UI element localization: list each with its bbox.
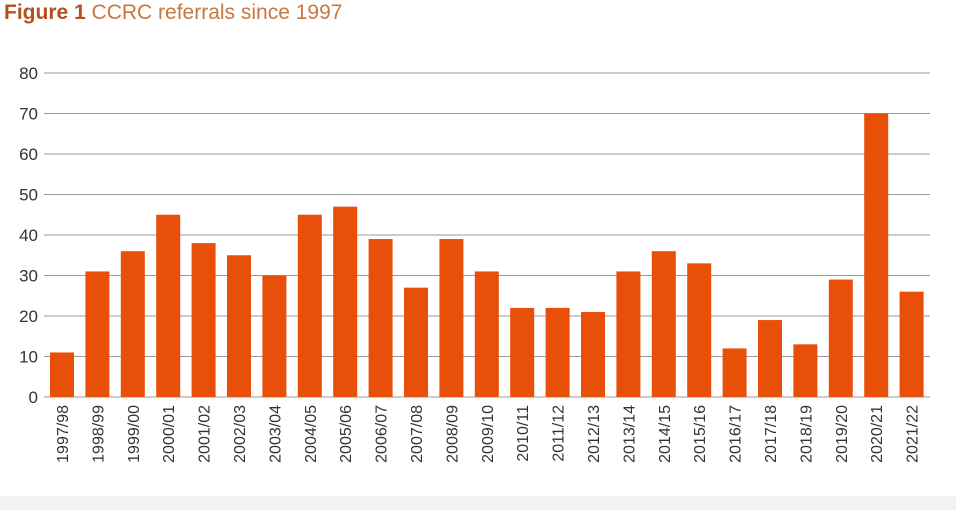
bar <box>793 344 818 397</box>
bar <box>368 239 393 397</box>
bar <box>722 348 747 397</box>
y-tick-label: 20 <box>19 307 38 326</box>
x-tick-label: 2009/10 <box>480 405 497 463</box>
y-tick-label: 80 <box>19 64 38 83</box>
x-tick-label: 2003/04 <box>267 405 284 463</box>
x-tick-label: 2000/01 <box>161 405 178 463</box>
x-tick-label: 2012/13 <box>586 405 603 463</box>
bar <box>85 271 110 397</box>
bar <box>50 352 74 397</box>
x-tick-label: 2015/16 <box>692 405 709 463</box>
x-tick-label: 2005/06 <box>338 405 355 463</box>
bar <box>651 251 676 397</box>
bar <box>227 255 251 397</box>
bar <box>191 243 216 397</box>
bar <box>758 320 782 397</box>
x-tick-label: 2014/15 <box>657 405 674 463</box>
x-tick-label: 1999/00 <box>126 405 143 463</box>
figure-caption: CCRC referrals since 1997 <box>91 1 343 24</box>
y-tick-label: 40 <box>19 226 38 245</box>
x-tick-label: 2004/05 <box>303 405 320 463</box>
x-tick-label: 2019/20 <box>834 405 851 463</box>
x-tick-label: 2002/03 <box>232 405 249 463</box>
bar <box>474 271 499 397</box>
bar <box>439 239 464 397</box>
x-tick-label: 1997/98 <box>55 405 72 463</box>
y-tick-label: 70 <box>19 105 38 124</box>
y-tick-label: 60 <box>19 145 38 164</box>
x-tick-label: 2011/12 <box>551 405 568 462</box>
bar <box>333 206 358 397</box>
x-tick-label: 2008/09 <box>444 405 461 463</box>
x-tick-label: 2001/02 <box>197 405 214 463</box>
bar <box>581 311 605 397</box>
figure-title: Figure 1 CCRC referrals since 1997 <box>4 1 342 25</box>
x-tick-label: 1998/99 <box>90 405 107 463</box>
bar <box>687 263 712 397</box>
x-tick-label: 2013/14 <box>621 405 638 463</box>
y-tick-label: 10 <box>19 348 38 367</box>
bar <box>899 291 924 397</box>
y-tick-label: 0 <box>29 388 38 407</box>
x-tick-label: 2007/08 <box>409 405 426 463</box>
bar <box>262 275 287 397</box>
bar <box>545 307 570 397</box>
bar <box>616 271 641 397</box>
bar <box>297 214 322 397</box>
figure-label: Figure 1 <box>4 1 86 24</box>
footer-strip <box>0 496 956 510</box>
x-tick-label: 2016/17 <box>728 405 745 463</box>
x-tick-label: 2018/19 <box>798 405 815 463</box>
x-tick-label: 2010/11 <box>515 405 532 462</box>
y-tick-label: 50 <box>19 186 38 205</box>
bar <box>404 287 428 397</box>
bar <box>828 279 853 397</box>
bar <box>120 251 145 397</box>
bar <box>156 214 181 397</box>
x-tick-label: 2017/18 <box>763 405 780 463</box>
bar <box>510 307 535 397</box>
y-tick-label: 30 <box>19 267 38 286</box>
x-tick-label: 2020/21 <box>869 405 886 463</box>
x-tick-label: 2006/07 <box>374 405 391 463</box>
bar <box>864 113 889 397</box>
x-tick-label: 2021/22 <box>905 405 922 463</box>
